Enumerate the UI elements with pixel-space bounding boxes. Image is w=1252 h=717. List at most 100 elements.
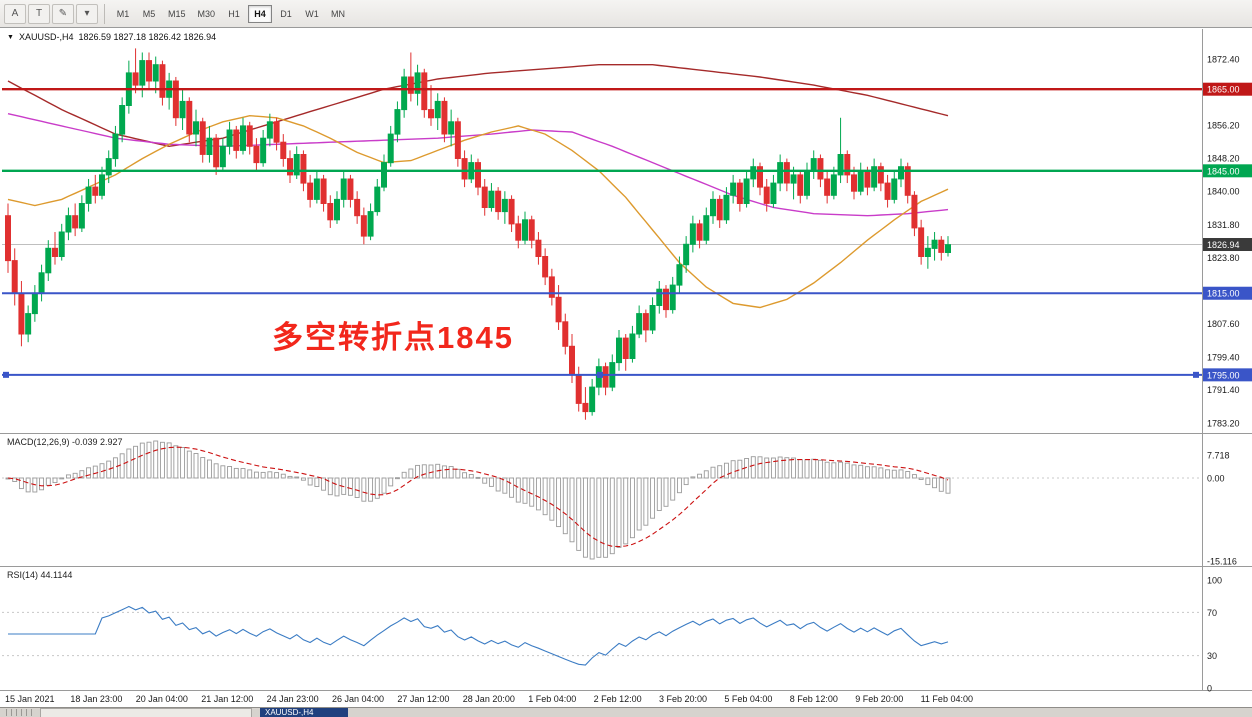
time-tick: 18 Jan 23:00	[70, 694, 122, 704]
macd-bar	[32, 477, 38, 493]
candle-body	[253, 145, 260, 164]
macd-bar	[119, 453, 125, 479]
candle-body	[381, 162, 387, 188]
macd-bar	[468, 474, 474, 479]
macd-bar	[858, 464, 864, 479]
time-tick: 24 Jan 23:00	[267, 694, 319, 704]
symbol-dropdown-icon[interactable]: ▼	[7, 33, 14, 41]
macd-bar	[354, 477, 360, 498]
tf-button-w1[interactable]: W1	[305, 8, 319, 19]
macd-bar	[844, 462, 850, 479]
tf-button-m1[interactable]: M1	[116, 8, 130, 19]
time-tick: 8 Feb 12:00	[790, 694, 838, 704]
candle-body	[535, 239, 542, 257]
chart-tab[interactable]	[40, 708, 252, 717]
macd-pane[interactable]: 7.718 0.00 -15.116	[2, 440, 1237, 567]
macd-bar	[146, 441, 152, 479]
tf-button-mn[interactable]: MN	[331, 8, 346, 19]
price-levels-layer[interactable]: 1865.00 1845.00 1815.00 1795.00	[2, 82, 1252, 382]
candle-body	[119, 105, 126, 135]
candle-body	[736, 182, 743, 205]
price-tick: 1831.80	[1207, 220, 1240, 230]
macd-bar	[166, 442, 172, 479]
candle-body	[656, 288, 663, 307]
candle-body	[938, 239, 945, 253]
chart-tab-active[interactable]: XAUUSD-,H4	[260, 708, 348, 717]
candle-body	[790, 174, 797, 184]
candle-body	[508, 198, 515, 225]
tabs-grip[interactable]	[2, 709, 34, 716]
price-axis[interactable]: 1872.40 1856.20 1848.20 1840.00 1831.80 1823.…	[1207, 55, 1240, 429]
candle-body	[716, 198, 723, 221]
macd-bar	[750, 456, 756, 479]
candle-body	[783, 162, 790, 184]
macd-bar	[213, 463, 219, 479]
candle-body	[199, 121, 206, 155]
color-tool-button[interactable]: ✎	[52, 3, 74, 24]
color-tool-dropdown[interactable]: ▾	[76, 3, 98, 24]
macd-bar	[227, 466, 233, 479]
time-tick: 1 Feb 04:00	[528, 694, 576, 704]
macd-bar	[401, 471, 407, 479]
macd-bar	[253, 471, 259, 479]
chart-annotation[interactable]: 多空转折点1845	[272, 320, 514, 355]
macd-bar	[831, 462, 837, 479]
macd-bar	[314, 477, 320, 487]
font-tool-button[interactable]: A	[4, 3, 26, 24]
hline-handle[interactable]	[597, 371, 603, 378]
candle-body	[777, 162, 784, 184]
candle-body	[146, 60, 152, 82]
hline-handle[interactable]	[3, 371, 9, 378]
macd-bar	[300, 477, 306, 481]
rsi-pane[interactable]: 100 70 30 0	[2, 576, 1222, 694]
moving-averages-layer	[7, 64, 949, 309]
macd-bar	[441, 465, 447, 479]
macd-bar	[347, 477, 353, 496]
macd-bar	[603, 477, 609, 558]
macd-bar	[791, 457, 797, 479]
macd-signal-line	[7, 446, 949, 548]
tf-button-m15[interactable]: M15	[168, 8, 186, 19]
candle-body	[723, 194, 730, 221]
tf-button-h4[interactable]: H4	[248, 4, 273, 23]
candle-body	[159, 64, 166, 98]
macd-bar	[65, 474, 71, 479]
rsi-axis-tick: 100	[1207, 576, 1222, 586]
macd-bar	[864, 466, 870, 479]
candle-body	[360, 215, 367, 237]
candle-body	[830, 174, 837, 196]
macd-bar	[878, 467, 884, 479]
price-level-flag	[1203, 82, 1252, 96]
text-tool-button[interactable]: T	[28, 3, 50, 24]
toolbar-separator	[104, 3, 105, 24]
macd-bar	[240, 468, 246, 479]
macd-bar	[79, 470, 85, 479]
macd-bar	[153, 440, 159, 479]
candle-body	[770, 182, 777, 205]
candle-body	[481, 186, 488, 209]
tf-button-h1[interactable]: H1	[228, 8, 240, 19]
candle-body	[569, 345, 575, 376]
tf-button-d1[interactable]: D1	[280, 8, 292, 19]
macd-bar	[576, 477, 582, 551]
tf-button-m5[interactable]: M5	[142, 8, 156, 19]
candle-body	[219, 145, 226, 168]
macd-bar	[334, 477, 340, 497]
candle-body	[85, 186, 92, 204]
candle-body	[354, 198, 361, 217]
time-axis[interactable]: 15 Jan 2021 18 Jan 23:00 20 Jan 04:00 21 Ja…	[5, 694, 973, 704]
macd-bar	[757, 456, 763, 479]
time-tick: 28 Jan 20:00	[463, 694, 515, 704]
candle-body	[924, 247, 931, 258]
price-tick: 1823.80	[1207, 253, 1240, 263]
candle-body	[18, 292, 25, 335]
tf-button-m30[interactable]: M30	[197, 8, 216, 19]
macd-bar	[542, 477, 548, 516]
candle-body	[287, 158, 293, 176]
candle-body	[260, 137, 267, 164]
candle-body	[414, 72, 421, 94]
macd-bar	[609, 477, 615, 555]
hline-handle[interactable]	[1193, 371, 1199, 378]
candle-body	[602, 366, 609, 388]
